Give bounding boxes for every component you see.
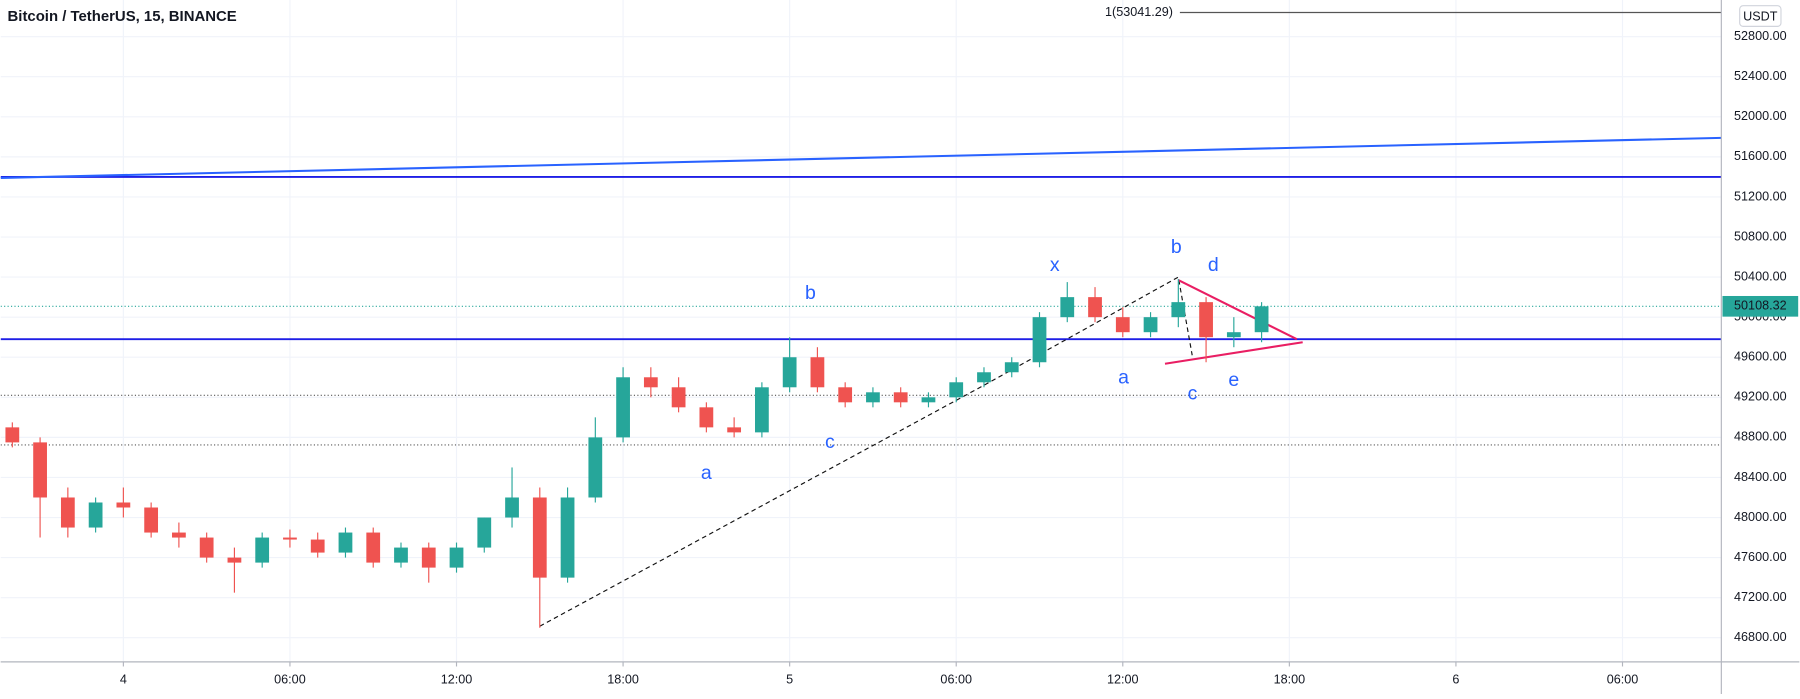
y-tick-label: 48000.00 [1734, 510, 1787, 524]
candle-body [699, 407, 714, 428]
candle-body [893, 392, 908, 403]
y-tick-label: 51600.00 [1734, 149, 1787, 163]
currency-box[interactable] [1739, 5, 1782, 27]
candle-body [1199, 302, 1213, 338]
x-tick-label: 4 [120, 673, 127, 687]
y-tick-label: 46800.00 [1734, 630, 1787, 644]
candle-body [921, 397, 936, 403]
candle-body [449, 547, 464, 568]
y-tick-label: 50800.00 [1734, 229, 1787, 243]
wave-label: b [805, 282, 816, 304]
candle-body [532, 497, 547, 578]
currency[interactable]: USDT [1743, 10, 1778, 24]
x-tick-label: 18:00 [607, 673, 639, 687]
candle-body [1143, 317, 1158, 333]
candle-body [88, 502, 103, 528]
drawing-line [1177, 279, 1298, 341]
candle-body [5, 427, 20, 443]
wave-label: x [1050, 254, 1060, 276]
candle-body [671, 387, 686, 408]
candle-body [1088, 297, 1102, 318]
candle-body [727, 427, 742, 433]
candle-body [1004, 362, 1019, 373]
candle-body [838, 387, 853, 403]
chart-title: Bitcoin / TetherUS, 15, BINANCE [8, 9, 237, 25]
x-tick-label: 06:00 [1607, 673, 1639, 687]
y-tick-label: 47200.00 [1734, 590, 1787, 604]
candle-body [227, 557, 242, 563]
wave-label: a [1118, 367, 1129, 389]
y-tick-label: 52000.00 [1734, 109, 1787, 123]
y-tick-label: 50400.00 [1734, 269, 1787, 283]
last-price-label: 50108.32 [1734, 299, 1787, 313]
wave-label: d [1208, 254, 1219, 276]
candle-body [616, 377, 630, 438]
wave-label: e [1228, 369, 1239, 391]
candle-body [1032, 317, 1047, 363]
plot-layer [0, 0, 1722, 662]
candle-body [172, 532, 186, 538]
candle-body [560, 497, 575, 578]
drawing-line [0, 136, 1722, 179]
candle-body [643, 377, 658, 388]
candle-body [199, 537, 214, 558]
candle-body [755, 387, 769, 433]
candle-body [1171, 302, 1186, 318]
candle-body [1254, 306, 1269, 333]
drawing-line [539, 276, 1193, 627]
price-axis [1721, 0, 1800, 694]
y-tick-label: 48800.00 [1734, 430, 1787, 444]
y-tick-label: 48400.00 [1734, 470, 1787, 484]
x-tick-label: 6 [1452, 673, 1459, 687]
candle-body [1226, 332, 1241, 338]
wave-label: c [825, 431, 835, 453]
y-tick-label: 52800.00 [1734, 29, 1787, 43]
wave-label: b [1171, 236, 1182, 258]
x-tick-label: 06:00 [940, 673, 972, 687]
x-tick-label: 12:00 [441, 673, 473, 687]
last-price-box [1722, 295, 1799, 317]
candle-body [866, 392, 880, 403]
candle-body [60, 497, 75, 528]
x-tick-label: 12:00 [1107, 673, 1139, 687]
candle-body [255, 537, 270, 563]
candle-body [949, 382, 964, 398]
candle-body [366, 532, 381, 563]
candle-body [782, 357, 797, 388]
candle-body [394, 547, 408, 563]
candle-body [477, 517, 492, 548]
candle-body [588, 437, 603, 498]
y-tick-label: 51200.00 [1734, 189, 1787, 203]
target-label: 1(53041.29) [1105, 5, 1173, 19]
candle-body [977, 372, 991, 383]
candle-body [310, 539, 325, 553]
x-tick-label: 5 [786, 673, 793, 687]
candle-body [810, 357, 825, 388]
candle-body [144, 507, 159, 533]
y-tick-label: 47600.00 [1734, 550, 1787, 564]
candle-body [116, 502, 131, 508]
candle-body [33, 442, 47, 498]
y-tick-label: 49600.00 [1734, 350, 1787, 364]
candle-body [421, 547, 436, 568]
wave-label: a [701, 462, 712, 484]
candle-body [283, 537, 297, 540]
y-tick-label: 49200.00 [1734, 390, 1787, 404]
candle-body [1115, 317, 1130, 333]
y-tick-label: 52400.00 [1734, 69, 1787, 83]
candle-body [505, 497, 519, 518]
x-tick-label: 18:00 [1274, 673, 1306, 687]
drawing-line [1164, 341, 1303, 365]
x-tick-label: 06:00 [274, 673, 306, 687]
candle-body [1060, 297, 1075, 318]
wave-label: c [1188, 383, 1198, 405]
candle-body [338, 532, 353, 553]
